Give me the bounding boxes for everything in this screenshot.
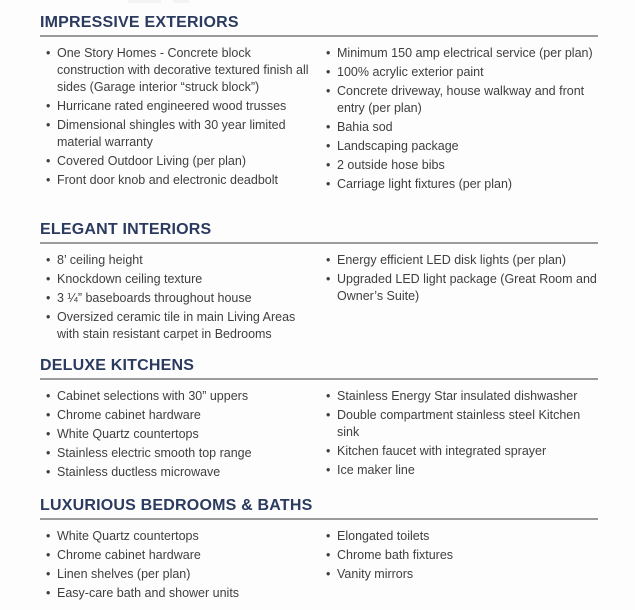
feature-item: White Quartz countertops bbox=[40, 426, 320, 443]
feature-item: Knockdown ceiling texture bbox=[40, 271, 320, 288]
feature-list-right: Energy efficient LED disk lights (per pl… bbox=[320, 252, 598, 345]
feature-section: ELEGANT INTERIORS 8’ ceiling height Knock… bbox=[40, 221, 598, 345]
feature-item: Chrome cabinet hardware bbox=[40, 407, 320, 424]
feature-item: 2 outside hose bibs bbox=[320, 157, 598, 174]
section-title: IMPRESSIVE EXTERIORS bbox=[40, 14, 239, 31]
feature-item: Carriage light fixtures (per plan) bbox=[320, 176, 598, 193]
section-columns: White Quartz countertops Chrome cabinet h… bbox=[40, 528, 598, 604]
feature-item: Stainless electric smooth top range bbox=[40, 445, 320, 462]
feature-item: Energy efficient LED disk lights (per pl… bbox=[320, 252, 598, 269]
feature-list-left: White Quartz countertops Chrome cabinet h… bbox=[40, 528, 320, 604]
feature-item: Bahia sod bbox=[320, 119, 598, 136]
feature-list-right: Elongated toilets Chrome bath fixtures Van… bbox=[320, 528, 598, 604]
scan-artifact bbox=[128, 0, 161, 3]
feature-item: Ice maker line bbox=[320, 462, 598, 479]
section-columns: One Story Homes - Concrete block constru… bbox=[40, 45, 598, 195]
feature-item: Stainless Energy Star insulated dishwash… bbox=[320, 388, 598, 405]
feature-item: Easy-care bath and shower units bbox=[40, 585, 320, 602]
section-title: LUXURIOUS BEDROOMS & BATHS bbox=[40, 497, 313, 514]
feature-section: LUXURIOUS BEDROOMS & BATHS White Quartz … bbox=[40, 497, 598, 604]
feature-item: One Story Homes - Concrete block constru… bbox=[40, 45, 320, 96]
section-columns: Cabinet selections with 30” uppers Chrome… bbox=[40, 388, 598, 483]
feature-section: IMPRESSIVE EXTERIORS One Story Homes - C… bbox=[40, 14, 598, 195]
feature-item: 8’ ceiling height bbox=[40, 252, 320, 269]
feature-item: Chrome cabinet hardware bbox=[40, 547, 320, 564]
feature-item: Minimum 150 amp electrical service (per … bbox=[320, 45, 598, 62]
section-divider bbox=[40, 518, 598, 520]
feature-list-right: Stainless Energy Star insulated dishwash… bbox=[320, 388, 598, 483]
feature-item: Chrome bath fixtures bbox=[320, 547, 598, 564]
feature-item: 3 ¼” baseboards throughout house bbox=[40, 290, 320, 307]
feature-list-left: Cabinet selections with 30” uppers Chrome… bbox=[40, 388, 320, 483]
section-title: ELEGANT INTERIORS bbox=[40, 221, 212, 238]
feature-item: Vanity mirrors bbox=[320, 566, 598, 583]
section-divider bbox=[40, 378, 598, 380]
feature-item: White Quartz countertops bbox=[40, 528, 320, 545]
feature-item: Oversized ceramic tile in main Living Ar… bbox=[40, 309, 320, 343]
feature-item: Covered Outdoor Living (per plan) bbox=[40, 153, 320, 170]
feature-item: Upgraded LED light package (Great Room a… bbox=[320, 271, 598, 305]
section-columns: 8’ ceiling height Knockdown ceiling textu… bbox=[40, 252, 598, 345]
feature-item: Dimensional shingles with 30 year limite… bbox=[40, 117, 320, 151]
feature-item: Hurricane rated engineered wood trusses bbox=[40, 98, 320, 115]
feature-item: Cabinet selections with 30” uppers bbox=[40, 388, 320, 405]
feature-item: Linen shelves (per plan) bbox=[40, 566, 320, 583]
feature-item: Kitchen faucet with integrated sprayer bbox=[320, 443, 598, 460]
feature-item: Concrete driveway, house walkway and fro… bbox=[320, 83, 598, 117]
feature-item: Elongated toilets bbox=[320, 528, 598, 545]
section-title: DELUXE KITCHENS bbox=[40, 357, 195, 374]
feature-sections: IMPRESSIVE EXTERIORS One Story Homes - C… bbox=[40, 14, 598, 604]
feature-list-right: Minimum 150 amp electrical service (per … bbox=[320, 45, 598, 195]
feature-item: 100% acrylic exterior paint bbox=[320, 64, 598, 81]
feature-item: Front door knob and electronic deadbolt bbox=[40, 172, 320, 189]
feature-section: DELUXE KITCHENS Cabinet selections with … bbox=[40, 357, 598, 483]
feature-item: Stainless ductless microwave bbox=[40, 464, 320, 481]
section-divider bbox=[40, 35, 598, 37]
feature-list-left: One Story Homes - Concrete block constru… bbox=[40, 45, 320, 195]
section-divider bbox=[40, 242, 598, 244]
scan-artifact bbox=[173, 0, 189, 3]
feature-list-left: 8’ ceiling height Knockdown ceiling textu… bbox=[40, 252, 320, 345]
feature-item: Landscaping package bbox=[320, 138, 598, 155]
feature-item: Double compartment stainless steel Kitch… bbox=[320, 407, 598, 441]
